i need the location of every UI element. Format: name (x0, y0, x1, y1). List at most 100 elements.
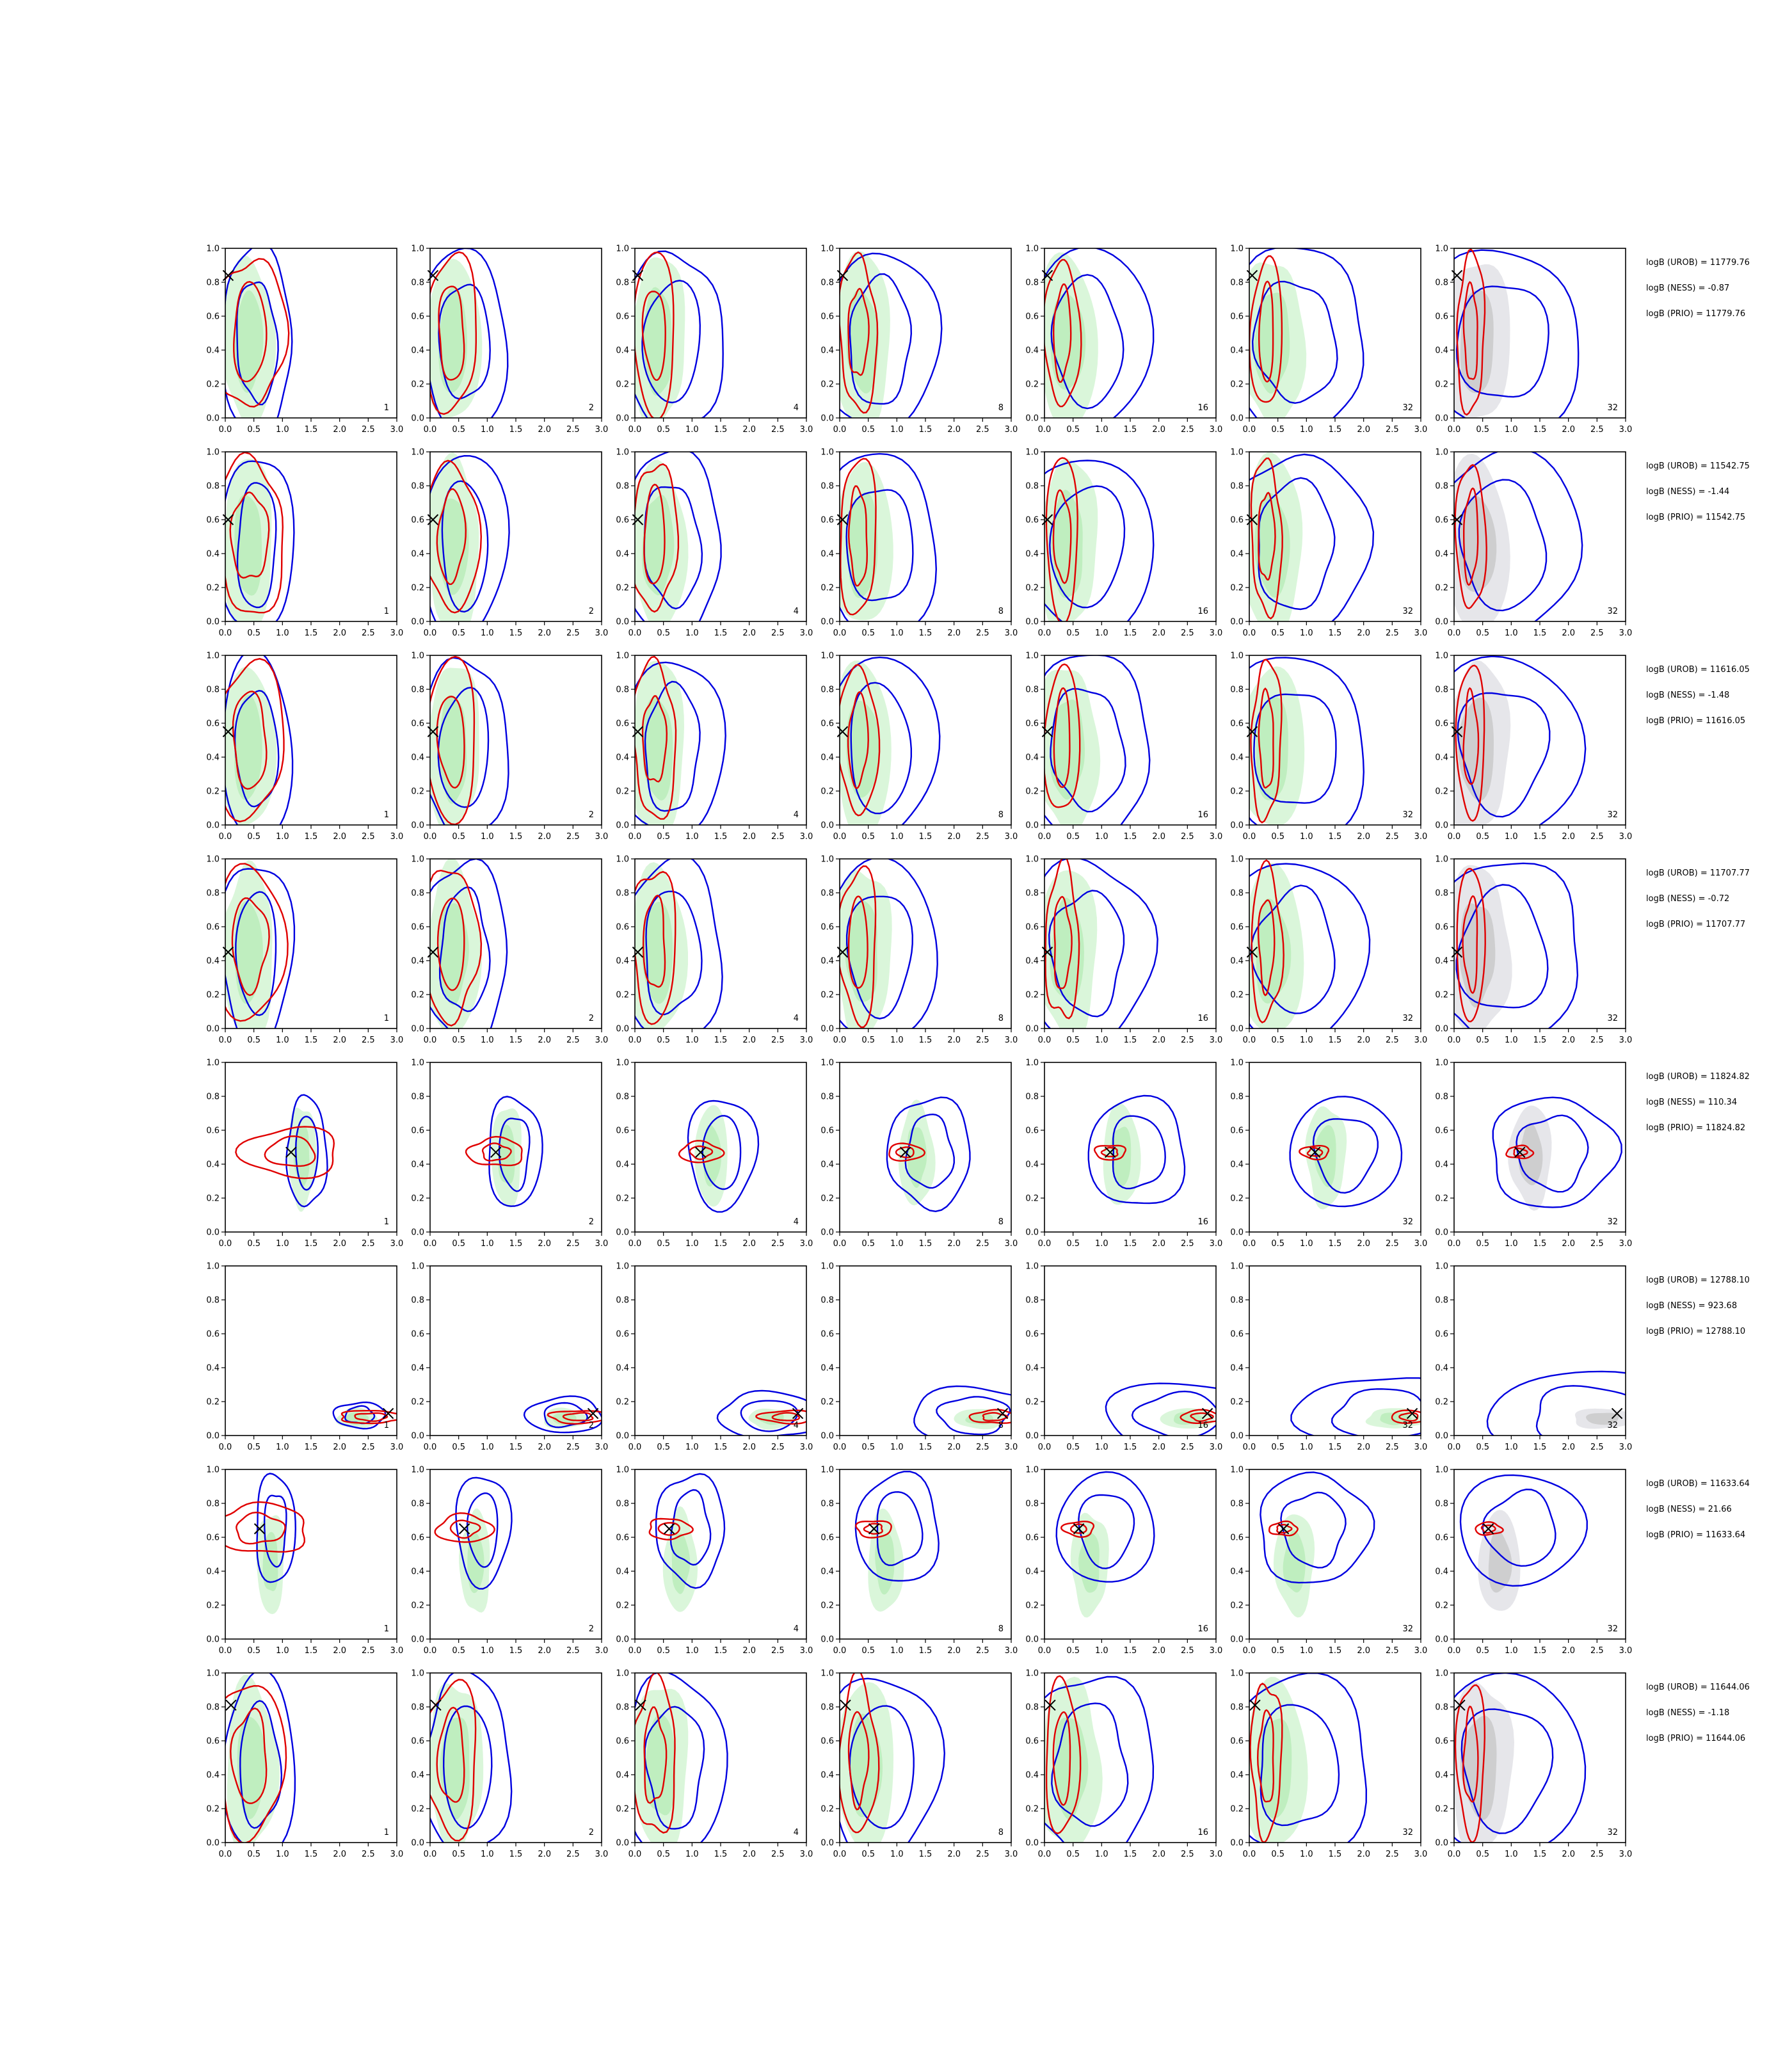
y-tick-label: 0.0 (206, 618, 220, 627)
y-tick-label: 0.6 (411, 1330, 424, 1340)
panel: 0.0 0.5 1.0 1.5 2.0 2.5 3.0 0.0 0.2 0.4 0.6 0.8 1.0 1 (206, 1669, 403, 1860)
x-tick-label: 3.0 (800, 1646, 813, 1656)
blue-contour-inner (645, 890, 703, 1016)
x-tick-label: 0.5 (452, 1443, 465, 1452)
blue-contour-outer (913, 1385, 1011, 1436)
plot-area (1454, 452, 1583, 621)
x-tick-label: 3.0 (800, 832, 813, 842)
truth-marker (1406, 1407, 1418, 1420)
plot-area (635, 859, 723, 1028)
y-tick-label: 0.4 (206, 1160, 220, 1170)
x-tick-label: 0.5 (861, 1850, 875, 1859)
x-tick-label: 3.0 (1414, 1850, 1428, 1859)
x-tick-label: 0.0 (424, 832, 437, 842)
panel-number: 2 (589, 1421, 594, 1430)
x-tick-label: 2.0 (1357, 1239, 1370, 1249)
panel: 0.0 0.5 1.0 1.5 2.0 2.5 3.0 0.0 0.2 0.4 0.6 0.8 1.0 4 (616, 855, 813, 1046)
red-contour-outer (547, 1410, 602, 1425)
x-tick-label: 2.5 (976, 628, 989, 638)
truth-marker (458, 1523, 470, 1535)
y-tick-label: 0.8 (1435, 1703, 1448, 1713)
truth-marker (1201, 1407, 1213, 1420)
x-tick-label: 0.0 (628, 425, 642, 435)
x-tick-label: 0.5 (452, 832, 465, 842)
y-tick-label: 1.0 (1025, 1059, 1039, 1068)
truth-marker (900, 1146, 911, 1158)
x-tick-label: 2.0 (1357, 1036, 1370, 1045)
plot-area (332, 1401, 397, 1430)
density-inner-fill (438, 694, 467, 804)
x-tick-label: 0.0 (1448, 832, 1461, 842)
blue-contour-inner (498, 1117, 531, 1192)
y-tick-label: 0.4 (820, 1771, 834, 1780)
x-tick-label: 2.5 (976, 1239, 989, 1249)
x-tick-label: 2.5 (771, 1036, 785, 1045)
y-tick-label: 0.4 (1025, 1567, 1039, 1577)
panel: 0.0 0.5 1.0 1.5 2.0 2.5 3.0 0.0 0.2 0.4 0.6 0.8 1.0 1 (206, 1059, 403, 1249)
y-tick-label: 0.2 (411, 1805, 424, 1814)
x-tick-label: 2.0 (1152, 1036, 1165, 1045)
panel: 0.0 0.5 1.0 1.5 2.0 2.5 3.0 0.0 0.2 0.4 0.6 0.8 1.0 1… (1025, 855, 1222, 1046)
y-tick-label: 1.0 (206, 855, 220, 865)
x-tick-label: 2.0 (333, 1239, 346, 1249)
panel: 0.0 0.5 1.0 1.5 2.0 2.5 3.0 0.0 0.2 0.4 0.6 0.8 1.0 8 (820, 652, 1018, 842)
y-tick-label: 0.6 (1025, 516, 1039, 525)
truth-marker (427, 269, 439, 282)
blue-contour-outer (1249, 248, 1364, 418)
y-tick-label: 0.4 (616, 957, 629, 966)
x-tick-label: 1.0 (890, 1646, 904, 1656)
red-contour-outer (1391, 1409, 1421, 1424)
x-tick-label: 0.5 (452, 1646, 465, 1656)
x-tick-label: 2.5 (976, 832, 989, 842)
y-tick-label: 0.2 (411, 1398, 424, 1407)
panel-number: 2 (589, 607, 594, 616)
red-contour-outer (430, 1679, 477, 1842)
x-tick-label: 0.5 (861, 1443, 875, 1452)
x-tick-label: 2.5 (1181, 628, 1194, 638)
plot-area (716, 1389, 806, 1436)
red-contour-inner (1462, 895, 1478, 994)
y-tick-label: 0.6 (1025, 1126, 1039, 1136)
panel-number: 16 (1197, 403, 1208, 413)
truth-marker (1482, 1523, 1494, 1535)
y-tick-label: 0.4 (1435, 1567, 1448, 1577)
red-contour-outer (840, 1673, 880, 1834)
x-tick-label: 0.5 (247, 425, 260, 435)
x-tick-label: 0.5 (452, 1850, 465, 1859)
blue-contour-inner (1458, 479, 1548, 612)
row-stat-line: logB (NESS) = -1.44 (1646, 487, 1729, 497)
red-contour-inner (771, 1412, 801, 1421)
panel: 0.0 0.5 1.0 1.5 2.0 2.5 3.0 0.0 0.2 0.4 0.6 0.8 1.0 4 (616, 244, 813, 435)
y-tick-label: 0.0 (1025, 1432, 1039, 1441)
y-tick-label: 0.2 (411, 380, 424, 390)
x-tick-label: 2.0 (742, 1239, 756, 1249)
row-stat-line: logB (PRIO) = 11542.75 (1646, 513, 1745, 522)
plot-area (1249, 452, 1375, 621)
x-tick-label: 3.0 (390, 1443, 404, 1452)
truth-marker (836, 514, 849, 525)
y-tick-label: 1.0 (1025, 652, 1039, 661)
x-tick-label: 0.0 (1243, 1850, 1256, 1859)
y-tick-label: 0.0 (1230, 1432, 1244, 1441)
y-tick-label: 0.8 (820, 278, 834, 288)
panel: 0.0 0.5 1.0 1.5 2.0 2.5 3.0 0.0 0.2 0.4 0.6 0.8 1.0 1… (1025, 652, 1222, 842)
y-tick-label: 1.0 (616, 1669, 629, 1679)
red-contour-outer (635, 251, 675, 418)
x-tick-label: 2.5 (771, 425, 785, 435)
y-tick-label: 1.0 (1230, 1262, 1244, 1272)
y-tick-label: 0.4 (1230, 1771, 1244, 1780)
plot-area (1492, 1096, 1622, 1211)
red-contour-inner (1052, 283, 1072, 383)
blue-contour-outer (1289, 1096, 1403, 1208)
x-tick-label: 0.0 (628, 1036, 642, 1045)
red-contour-inner (1257, 899, 1276, 996)
y-tick-label: 0.0 (411, 414, 424, 424)
truth-marker (1246, 269, 1258, 282)
y-tick-label: 0.6 (206, 923, 220, 932)
blue-contour-outer (225, 460, 295, 621)
panel-number: 32 (1402, 1624, 1413, 1634)
blue-contour-inner (1048, 890, 1125, 1018)
y-tick-label: 0.8 (820, 1092, 834, 1102)
x-tick-label: 2.0 (1152, 1443, 1165, 1452)
x-tick-label: 3.0 (1005, 425, 1018, 435)
